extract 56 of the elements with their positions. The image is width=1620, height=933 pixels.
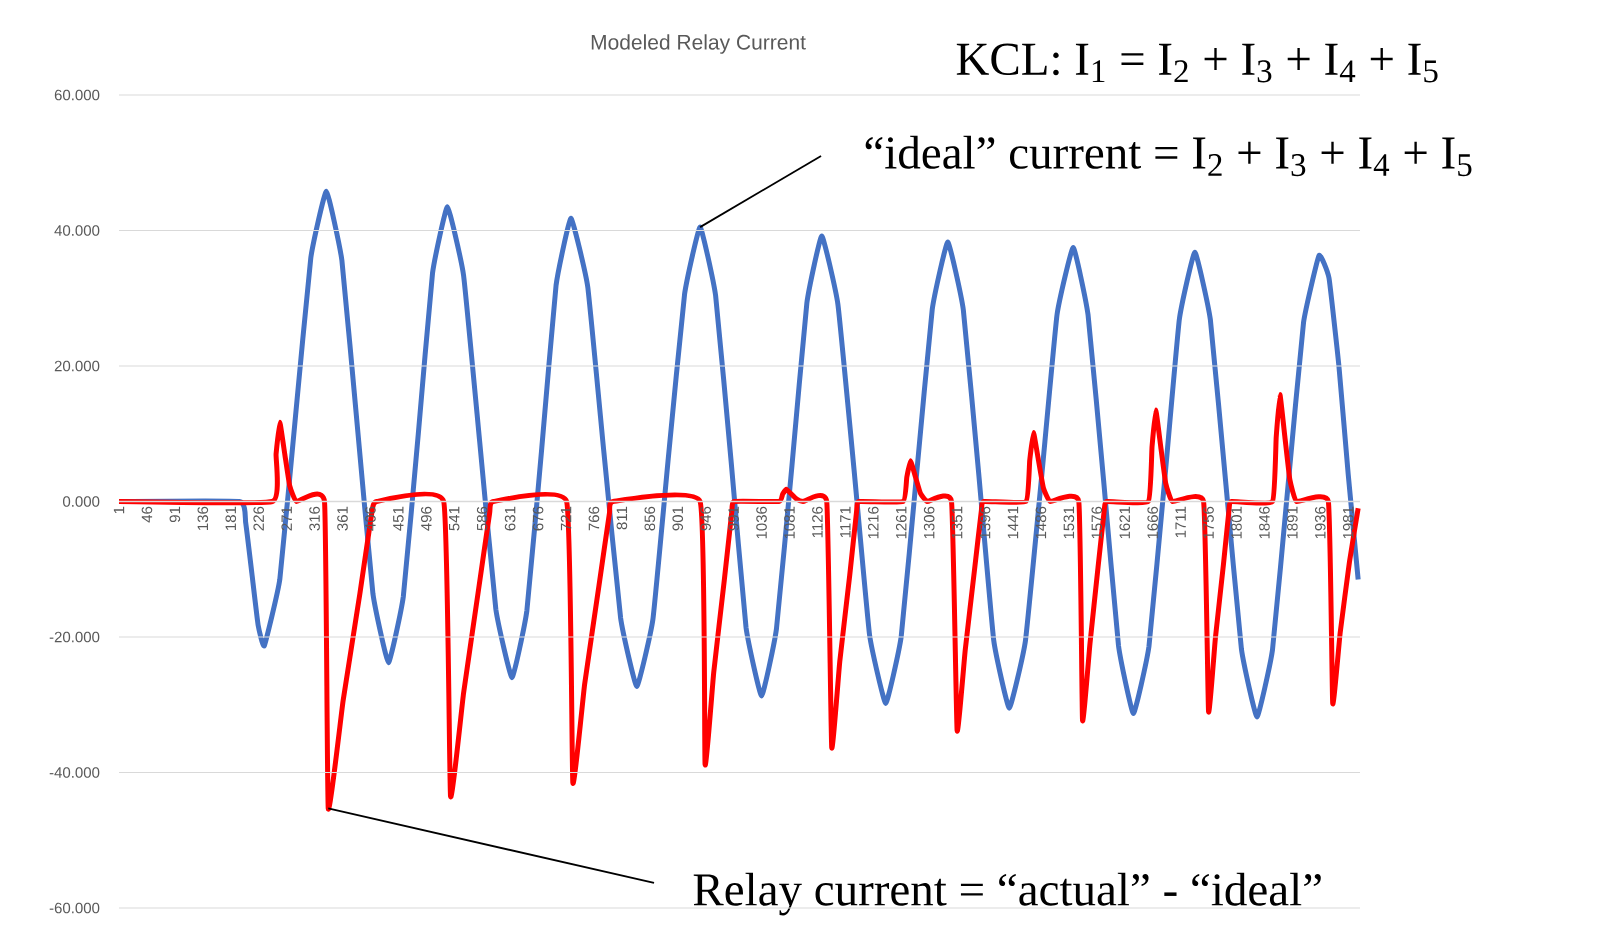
y-tick-label: 60.000 xyxy=(54,89,100,101)
x-tick-label: 1756 xyxy=(1203,506,1214,539)
text: KCL: I$_{1}$ = I$_{2}$ + I$_{3}$ + I$_{4}$ + I$_{5}$ xyxy=(956,43,1438,83)
x-tick-label: 46 xyxy=(141,506,153,523)
x-tick-label: 226 xyxy=(253,506,265,531)
x-tick-label: 406 xyxy=(365,506,376,531)
x-tick-label: 1531 xyxy=(1063,506,1075,539)
x-tick-label: 316 xyxy=(309,506,320,531)
chart-title: Modeled Relay Current xyxy=(591,34,806,54)
x-tick-label: 1891 xyxy=(1287,506,1298,539)
y-tick-label: 0.000 xyxy=(63,496,100,507)
x-tick-label: 1441 xyxy=(1007,506,1019,539)
x-tick-label: 1081 xyxy=(784,506,795,539)
x-tick-label: 1486 xyxy=(1035,506,1047,539)
x-tick-label: 1621 xyxy=(1119,506,1131,539)
y-tick-label: -20.000 xyxy=(49,631,100,643)
x-tick-label: 631 xyxy=(504,506,516,531)
x-tick-label: 91 xyxy=(169,506,181,523)
y-tick-label: -40.000 xyxy=(49,767,100,778)
x-tick-label: 1396 xyxy=(979,506,991,539)
annotation: “ideal” current = I$_{2}$ + I$_{3}$ + I$_{4}$ + I$_{5}$ xyxy=(865,135,1472,177)
x-tick-label: 1126 xyxy=(812,506,823,538)
annotation: Relay current = “actual” - “ideal” xyxy=(693,872,1321,916)
x-tick-label: 1846 xyxy=(1259,506,1270,539)
x-tick-label: 1576 xyxy=(1091,506,1103,539)
x-tick-label: 946 xyxy=(700,506,711,531)
x-tick-label: 181 xyxy=(225,506,237,530)
x-tick-label: 1036 xyxy=(756,506,767,539)
x-tick-label: 586 xyxy=(476,506,488,531)
x-tick-label: 811 xyxy=(616,506,628,530)
x-tick-label: 1216 xyxy=(867,506,879,539)
x-tick-label: 1351 xyxy=(951,506,963,539)
x-tick-label: 1 xyxy=(113,506,125,514)
x-tick-label: 856 xyxy=(644,506,656,531)
x-tick-label: 136 xyxy=(197,506,209,530)
x-tick-label: 1261 xyxy=(895,506,907,539)
x-tick-label: 676 xyxy=(532,506,544,531)
x-tick-label: 721 xyxy=(560,506,572,531)
x-tick-label: 541 xyxy=(449,506,460,531)
x-tick-label: 496 xyxy=(421,506,432,531)
x-tick-label: 1171 xyxy=(840,506,851,538)
x-tick-label: 901 xyxy=(672,506,684,531)
y-tick-label: 20.000 xyxy=(54,360,100,372)
x-tick-label: 1711 xyxy=(1175,506,1186,538)
x-tick-label: 991 xyxy=(728,506,739,531)
x-tick-label: 1801 xyxy=(1231,506,1242,539)
x-tick-label: 766 xyxy=(588,506,600,531)
x-tick-label: 1981 xyxy=(1342,506,1354,539)
x-tick-label: 1306 xyxy=(923,506,935,539)
x-tick-label: 451 xyxy=(393,506,404,531)
y-tick-label: -60.000 xyxy=(49,902,100,914)
y-tick-label: 40.000 xyxy=(54,225,100,236)
x-tick-label: 271 xyxy=(281,506,292,531)
x-tick-label: 1936 xyxy=(1314,506,1326,539)
x-tick-label: 361 xyxy=(337,506,348,531)
x-tick-label: 1666 xyxy=(1147,506,1158,539)
